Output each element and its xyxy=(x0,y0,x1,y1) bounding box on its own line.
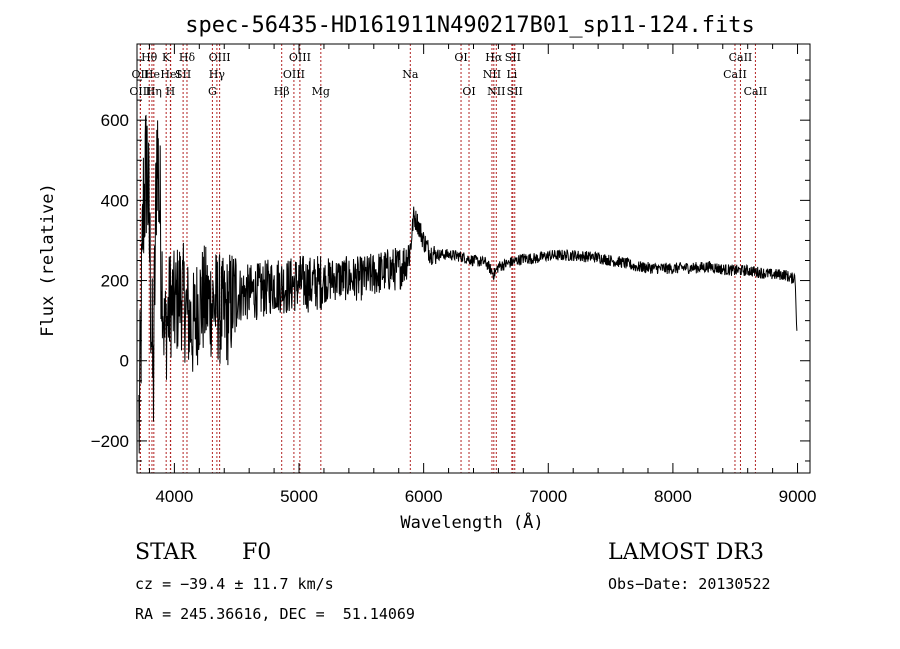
object-subclass: F0 xyxy=(242,540,272,565)
x-tick-label: 5000 xyxy=(280,487,318,506)
x-axis-ticks: 4000 5000 6000 7000 8000 9000 xyxy=(148,44,817,506)
spectral-line-label: SII xyxy=(505,51,521,64)
spectral-line-label: HeI xyxy=(160,68,180,81)
coordinates: RA = 245.36616, DEC = 51.14069 xyxy=(135,605,415,623)
y-axis-ticks: −200 0 200 400 600 xyxy=(91,59,810,462)
spectral-line-label: He xyxy=(144,68,160,81)
spectral-line-label: Hγ xyxy=(209,68,226,81)
spectral-line-label: Hη xyxy=(146,85,162,98)
x-tick-label: 8000 xyxy=(654,487,692,506)
spectral-line-label: Hα xyxy=(485,51,503,64)
x-tick-label: 7000 xyxy=(529,487,567,506)
spectral-line-label: OI xyxy=(462,85,475,98)
chart-title: spec-56435-HD161911N490217B01_sp11-124.f… xyxy=(185,13,755,38)
spectral-line-label: OIII xyxy=(283,68,305,81)
spectral-line-label: K xyxy=(162,51,171,64)
x-tick-label: 4000 xyxy=(155,487,193,506)
spectral-line-label: CaII xyxy=(723,68,747,81)
spectral-line-label: Na xyxy=(402,68,419,81)
spectral-line-label: SII xyxy=(507,85,523,98)
x-tick-label: 9000 xyxy=(779,487,817,506)
spectral-line-label: OIII xyxy=(129,85,151,98)
y-tick-label: −200 xyxy=(91,432,129,451)
spectral-line-label: H xyxy=(166,85,176,98)
observation-date: Obs−Date: 20130522 xyxy=(608,575,771,593)
y-tick-label: 200 xyxy=(101,272,129,291)
spectral-line-label: Hθ xyxy=(141,51,158,64)
survey-name: LAMOST DR3 xyxy=(608,540,764,565)
spectral-line-label: OIII xyxy=(289,51,311,64)
spectrum-line xyxy=(138,114,798,454)
spectrum-chart: spec-56435-HD161911N490217B01_sp11-124.f… xyxy=(38,13,817,533)
y-axis-label: Flux (relative) xyxy=(38,183,58,337)
redshift-cz: cz = −39.4 ± 11.7 km/s xyxy=(135,575,334,593)
spectral-line-label: CaII xyxy=(729,51,753,64)
spectral-line-label: NII xyxy=(483,68,501,81)
x-tick-label: 6000 xyxy=(405,487,443,506)
spectral-line-label: OI xyxy=(454,51,467,64)
y-tick-label: 600 xyxy=(101,111,129,130)
spectral-line-label: SII xyxy=(175,68,191,81)
spectral-line-label: Hδ xyxy=(179,51,196,64)
spectral-line-label: OIII xyxy=(209,51,231,64)
x-axis-label: Wavelength (Å) xyxy=(400,511,543,533)
spectral-line-label: CaII xyxy=(744,85,768,98)
spectral-line-label: Hβ xyxy=(274,85,290,98)
spectral-line-label: G xyxy=(208,85,217,98)
object-class: STAR xyxy=(135,540,196,565)
y-tick-label: 400 xyxy=(101,191,129,210)
y-tick-label: 0 xyxy=(120,352,129,371)
spectral-line-label: OII xyxy=(132,68,150,81)
spectral-line-markers xyxy=(139,44,756,473)
spectral-line-label: NII xyxy=(487,85,505,98)
spectral-line-label: Mg xyxy=(312,85,330,98)
spectral-line-label: Li xyxy=(506,68,517,81)
